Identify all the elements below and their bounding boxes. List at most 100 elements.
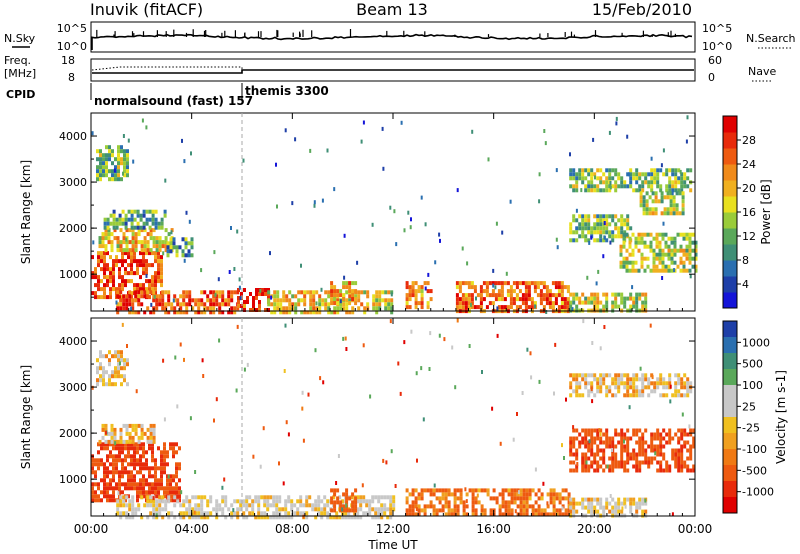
velocity-cell xyxy=(163,490,166,495)
velocity-cell xyxy=(692,468,696,473)
nsky-count-line xyxy=(91,33,693,50)
velocity-cell xyxy=(160,478,163,483)
velocity-cell xyxy=(498,508,502,513)
velocity-cell xyxy=(638,440,642,445)
power-cell xyxy=(611,184,615,189)
velocity-cell xyxy=(278,499,282,504)
power-cell xyxy=(303,302,307,307)
power-cell xyxy=(642,195,646,200)
velocity-cell xyxy=(227,507,231,512)
velocity-cell xyxy=(356,515,360,520)
power-cell xyxy=(172,237,176,242)
power-cell xyxy=(203,310,207,315)
power-cell xyxy=(140,290,144,295)
power-cell xyxy=(572,188,576,193)
power-cell xyxy=(667,248,671,253)
velocity-cell xyxy=(374,511,378,516)
velocity-cell xyxy=(359,507,363,512)
power-cell xyxy=(673,252,677,257)
velocity-cell xyxy=(197,495,201,500)
velocity-cell xyxy=(365,499,369,504)
power-cell xyxy=(635,176,639,181)
velocity-cell xyxy=(641,385,645,390)
power-cell xyxy=(139,287,142,292)
velocity-cell xyxy=(525,508,529,513)
power-cell xyxy=(134,294,138,299)
velocity-cell xyxy=(614,460,618,465)
velocity-cell xyxy=(167,499,171,504)
velocity-noise-cell xyxy=(644,498,647,503)
power-cell xyxy=(154,271,157,276)
power-cell xyxy=(545,285,549,290)
power-cell xyxy=(233,290,237,295)
velocity-cell xyxy=(587,456,591,461)
velocity-noise-cell xyxy=(236,324,239,329)
velocity-cell xyxy=(115,486,118,491)
velocity-cell xyxy=(333,492,337,497)
velocity-cell xyxy=(121,490,124,495)
power-cell xyxy=(426,305,430,310)
power-cell xyxy=(327,310,331,315)
power-cell xyxy=(151,279,154,284)
power-cell xyxy=(122,240,126,245)
power-cell xyxy=(596,304,600,309)
power-cell xyxy=(664,232,668,237)
velocity-cell xyxy=(453,508,457,513)
power-noise-cell xyxy=(390,292,393,297)
velocity-cell xyxy=(121,462,124,467)
velocity-cell xyxy=(587,393,591,398)
power-cell xyxy=(638,172,642,177)
velocity-cell xyxy=(112,462,115,467)
velocity-cell xyxy=(128,507,132,512)
power-cell xyxy=(318,294,322,299)
velocity-cell xyxy=(632,456,636,461)
velocity-cell xyxy=(127,446,130,451)
power-noise-cell xyxy=(439,238,441,243)
velocity-cell xyxy=(552,496,556,501)
power-cell xyxy=(149,310,153,315)
power-cell xyxy=(581,172,585,177)
velocity-cell xyxy=(572,452,576,457)
velocity-cell xyxy=(275,507,279,512)
velocity-cell xyxy=(662,436,666,441)
power-cell xyxy=(152,290,156,295)
velocity-cell xyxy=(251,507,255,512)
power-cell xyxy=(605,180,609,185)
velocity-cell xyxy=(100,498,103,503)
power-cell xyxy=(647,184,651,189)
velocity-cell xyxy=(683,440,687,445)
velocity-cell xyxy=(157,478,160,483)
power-cell xyxy=(113,236,117,241)
power-cell xyxy=(158,244,162,249)
power-cell xyxy=(148,287,151,292)
velocity-cell xyxy=(121,450,124,455)
power-cell xyxy=(491,289,495,294)
power-cell xyxy=(212,302,216,307)
power-cell xyxy=(417,289,421,294)
power-cell xyxy=(569,168,573,173)
velocity-cell xyxy=(362,495,366,500)
velocity-cell xyxy=(169,494,172,499)
power-cell xyxy=(661,232,665,237)
velocity-cell xyxy=(686,448,690,453)
velocity-cell xyxy=(444,496,448,501)
power-cell xyxy=(584,184,588,189)
power-cell xyxy=(255,288,258,292)
velocity-cell xyxy=(459,500,463,505)
power-cell xyxy=(136,213,140,218)
power-cell xyxy=(148,283,151,288)
nave-tick-bottom: 0 xyxy=(708,71,715,84)
velocity-cell xyxy=(638,452,642,457)
power-cell xyxy=(515,305,519,310)
velocity-cell xyxy=(575,373,579,378)
velocity-cell xyxy=(587,464,591,469)
velocity-cell xyxy=(230,511,234,516)
velocity-noise-cell xyxy=(588,439,591,444)
power-cell xyxy=(155,294,159,299)
velocity-cell xyxy=(368,503,372,508)
power-cell xyxy=(188,290,192,295)
velocity-cell xyxy=(569,448,573,453)
velocity-cell xyxy=(330,508,334,513)
power-cell xyxy=(641,300,645,305)
velocity-colorbar-swatch xyxy=(723,481,737,498)
